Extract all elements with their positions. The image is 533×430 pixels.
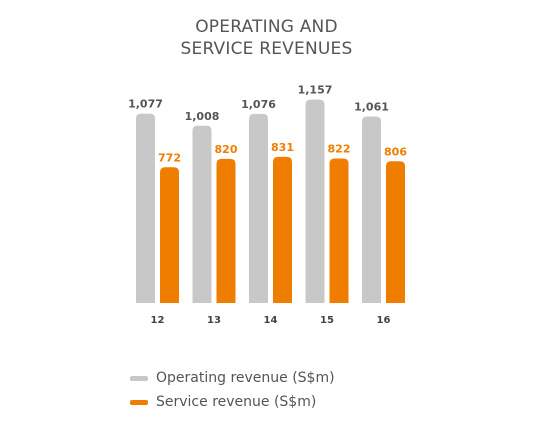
bar-operating-12 (136, 113, 155, 303)
data-label-service-15: 822 (328, 142, 351, 155)
data-label-operating-16: 1,061 (354, 100, 389, 113)
data-label-service-14: 831 (271, 141, 294, 154)
bar-operating-14 (249, 113, 268, 303)
bar-operating-15 (305, 99, 325, 303)
bar-service-16 (386, 161, 405, 303)
legend-label-service: Service revenue (S$m) (156, 394, 317, 410)
data-label-operating-15: 1,157 (298, 84, 333, 97)
legend-swatch-service (130, 399, 148, 405)
data-label-operating-12: 1,077 (128, 98, 163, 111)
data-label-operating-13: 1,008 (185, 110, 220, 123)
legend-item-operating: Operating revenue (S$m) (130, 366, 335, 390)
category-label-15: 15 (320, 315, 334, 326)
data-label-service-16: 806 (384, 145, 407, 158)
category-label-12: 12 (151, 315, 165, 326)
legend-item-service: Service revenue (S$m) (130, 390, 335, 414)
data-label-service-12: 772 (158, 151, 181, 164)
bar-service-15 (329, 158, 349, 303)
chart-title-line-1: OPERATING AND (195, 17, 338, 37)
chart-legend: Operating revenue (S$m) Service revenue … (130, 366, 335, 414)
bar-service-12 (160, 167, 179, 303)
legend-swatch-operating (130, 375, 148, 381)
chart-title: OPERATING AND SERVICE REVENUES (0, 16, 533, 60)
bar-operating-16 (362, 116, 381, 303)
bar-service-14 (273, 156, 292, 303)
legend-label-operating: Operating revenue (S$m) (156, 370, 335, 386)
data-label-operating-14: 1,076 (241, 98, 276, 111)
bar-operating-13 (192, 125, 212, 303)
bar-service-13 (216, 158, 236, 303)
data-label-service-13: 820 (215, 143, 238, 156)
category-label-16: 16 (377, 315, 391, 326)
category-label-14: 14 (264, 315, 278, 326)
chart-title-line-2: SERVICE REVENUES (180, 39, 353, 59)
category-label-13: 13 (207, 315, 221, 326)
